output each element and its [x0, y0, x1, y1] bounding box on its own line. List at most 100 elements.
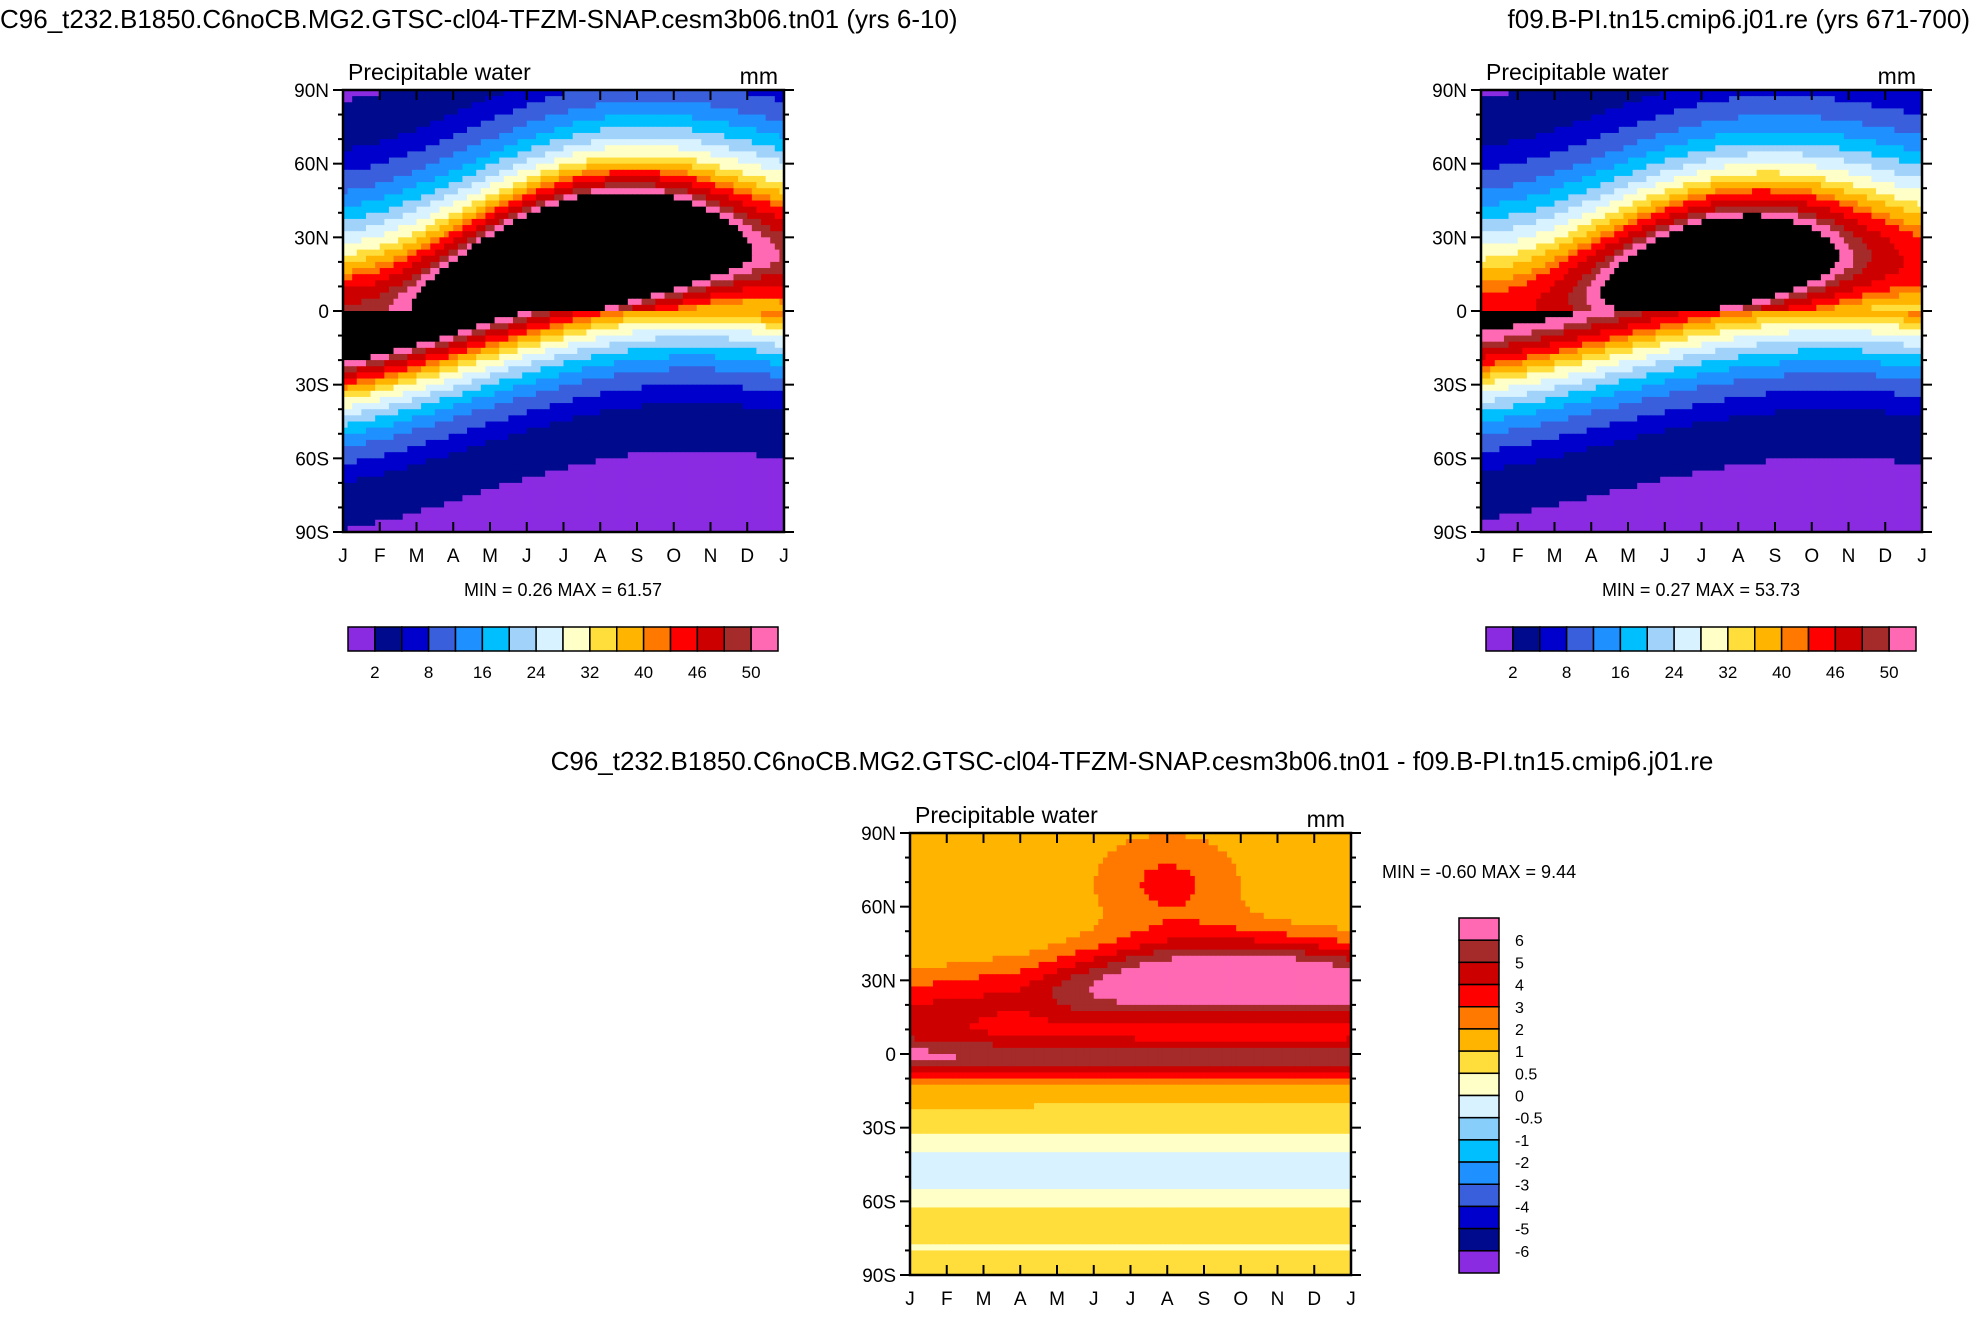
field-cell: [669, 102, 674, 109]
field-cell: [568, 268, 573, 275]
field-cell: [701, 231, 706, 238]
field-cell: [462, 164, 467, 171]
field-cell: [559, 403, 564, 410]
field-cell: [375, 225, 380, 232]
field-cell: [729, 397, 734, 404]
field-cell: [375, 133, 380, 140]
field-cell: [444, 299, 449, 306]
field-cell: [504, 151, 509, 158]
field-cell: [394, 176, 399, 183]
field-cell: [669, 219, 674, 226]
field-cell: [467, 151, 472, 158]
field-cell: [577, 366, 582, 373]
field-cell: [688, 354, 693, 361]
field-cell: [605, 305, 610, 312]
field-cell: [467, 305, 472, 312]
field-cell: [720, 329, 725, 336]
field-cell: [462, 182, 467, 189]
field-cell: [536, 225, 541, 232]
field-cell: [430, 219, 435, 226]
field-cell: [701, 299, 706, 306]
field-cell: [504, 305, 509, 312]
field-cell: [752, 311, 757, 318]
field-cell: [642, 305, 647, 312]
field-cell: [375, 194, 380, 201]
field-cell: [582, 194, 587, 201]
field-cell: [394, 379, 399, 386]
field-cell: [435, 323, 440, 330]
field-cell: [770, 311, 775, 318]
field-cell: [536, 127, 541, 134]
field-cell: [384, 133, 389, 140]
field-cell: [476, 354, 481, 361]
field-cell: [518, 188, 523, 195]
field-cell: [614, 250, 619, 257]
field-cell: [605, 250, 610, 257]
field-cell: [545, 219, 550, 226]
field-cell: [715, 237, 720, 244]
field-cell: [711, 207, 716, 214]
field-cell: [481, 366, 486, 373]
field-cell: [692, 121, 697, 128]
field-cell: [394, 170, 399, 177]
field-cell: [371, 213, 376, 220]
field-cell: [462, 96, 467, 103]
field-cell: [485, 121, 490, 128]
field-cell: [467, 286, 472, 293]
field-cell: [706, 391, 711, 398]
field-cell: [499, 256, 504, 263]
field-cell: [605, 108, 610, 115]
field-cell: [605, 243, 610, 250]
field-cell: [495, 250, 500, 257]
field-cell: [366, 348, 371, 355]
field-cell: [449, 262, 454, 269]
field-cell: [536, 237, 541, 244]
field-cell: [738, 360, 743, 367]
field-cell: [665, 127, 670, 134]
field-cell: [375, 342, 380, 349]
field-cell: [665, 299, 670, 306]
field-cell: [761, 342, 766, 349]
field-cell: [752, 158, 757, 165]
field-cell: [527, 231, 532, 238]
field-cell: [504, 243, 509, 250]
field-cell: [554, 243, 559, 250]
field-cell: [674, 366, 679, 373]
field-cell: [389, 176, 394, 183]
field-cell: [564, 201, 569, 208]
field-cell: [623, 213, 628, 220]
field-cell: [729, 311, 734, 318]
field-cell: [518, 213, 523, 220]
field-cell: [394, 360, 399, 367]
field-cell: [720, 379, 725, 386]
field-cell: [522, 280, 527, 287]
field-cell: [761, 102, 766, 109]
field-cell: [591, 323, 596, 330]
field-cell: [366, 182, 371, 189]
field-cell: [775, 102, 780, 109]
field-cell: [747, 391, 752, 398]
field-cell: [361, 145, 366, 152]
field-cell: [495, 188, 500, 195]
field-cell: [697, 342, 702, 349]
field-cell: [646, 188, 651, 195]
field-cell: [504, 336, 509, 343]
field-cell: [665, 379, 670, 386]
field-cell: [577, 158, 582, 165]
field-cell: [348, 225, 353, 232]
field-cell: [518, 176, 523, 183]
field-cell: [775, 299, 780, 306]
field-cell: [619, 188, 624, 195]
field-cell: [550, 213, 555, 220]
field-cell: [591, 139, 596, 146]
field-cell: [541, 385, 546, 392]
field-cell: [508, 299, 513, 306]
field-cell: [623, 207, 628, 214]
field-cell: [577, 336, 582, 343]
field-cell: [752, 176, 757, 183]
field-cell: [632, 385, 637, 392]
field-cell: [472, 139, 477, 146]
field-cell: [513, 317, 518, 324]
field-cell: [490, 139, 495, 146]
field-cell: [766, 219, 771, 226]
